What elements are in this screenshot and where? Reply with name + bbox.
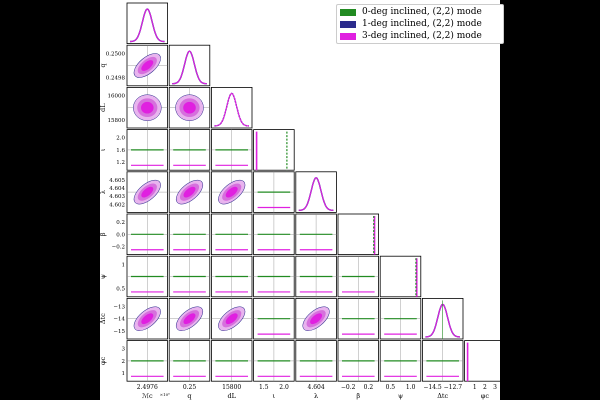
xtick-phic-0: 1: [473, 384, 477, 391]
ytick-psi-0: 1: [122, 262, 126, 268]
contour-inner-Mc-lambda: [141, 186, 154, 198]
ytick-q-1: 0.2498: [106, 76, 126, 82]
xtick-phic-1: 2: [483, 384, 487, 391]
legend-label-1deg: 1-deg inclined, (2,2) mode: [362, 19, 482, 29]
xtick-Dtc-1: −12.7: [444, 384, 463, 391]
ytick-lambda-3: 4.602: [109, 202, 125, 208]
legend-swatch-1deg: [340, 20, 356, 28]
ytick-dL-1: 15800: [108, 118, 126, 124]
contour-inner-lambda-Dtc: [310, 313, 323, 325]
legend-entry-3deg: 3-deg inclined, (2,2) mode: [340, 30, 500, 42]
ytick-Dtc-0: −13: [113, 305, 125, 311]
xtick-psi-0: 0.5: [386, 384, 396, 391]
ytick-beta-0: 0.2: [116, 220, 125, 226]
xtick-i-0: 1.5: [259, 384, 269, 391]
panel-i-i: [253, 129, 295, 171]
ytick-phic-1: 2: [122, 359, 126, 365]
ytick-i-2: 1.2: [116, 160, 125, 166]
xlabel-q: q: [187, 392, 191, 400]
ylabel-beta: β: [100, 232, 107, 236]
marginal-3deg-lambda: [298, 177, 334, 211]
contour-inner-q-lambda: [183, 186, 196, 198]
contour-inner-Mc-dL: [141, 101, 154, 114]
contour-inner-q-dL: [183, 101, 196, 114]
legend-swatch-3deg: [340, 32, 356, 40]
xlabel-beta: β: [356, 392, 360, 400]
xlabel-lambda: λ: [314, 392, 318, 400]
contour-inner-q-Dtc: [183, 313, 196, 325]
corner-plot-figure: 0.25000.2498q1600015800dL2.01.61.2ι4.605…: [100, 0, 504, 400]
legend-label-0deg: 0-deg inclined, (2,2) mode: [362, 7, 482, 17]
ytick-i-0: 2.0: [116, 136, 125, 142]
ylabel-phic: φc: [100, 356, 107, 365]
ylabel-q: q: [100, 63, 107, 67]
panel-phic-phic: [464, 340, 500, 382]
contour-inner-dL-lambda: [225, 186, 238, 198]
xtick-q-0: 0.25: [183, 384, 197, 391]
xtick-phic-2: 3: [493, 384, 497, 391]
ytick-lambda-1: 4.604: [109, 186, 125, 192]
ylabel-i: ι: [100, 148, 107, 151]
xoffset-Mc: ×10⁶: [160, 392, 170, 397]
legend-swatch-0deg: [340, 8, 356, 16]
panel-beta-beta: [337, 213, 379, 255]
ytick-beta-2: −0.2: [112, 244, 125, 250]
ylabel-Dtc: Δtc: [100, 313, 107, 324]
xtick-beta-1: 0.2: [364, 384, 374, 391]
contour-inner-dL-Dtc: [225, 313, 238, 325]
ylabel-psi: ψ: [100, 274, 107, 279]
ytick-Dtc-2: −15: [113, 329, 125, 335]
corner-plot: 0.25000.2498q1600015800dL2.01.61.2ι4.605…: [100, 2, 500, 400]
xlabel-i: ι: [273, 392, 276, 400]
xlabel-Dtc: Δtc: [437, 392, 448, 400]
panel-psi-psi: [379, 255, 422, 298]
ylabel-lambda: λ: [100, 190, 107, 194]
ytick-dL-0: 16000: [108, 94, 126, 100]
marginal-3deg-dL: [214, 92, 249, 127]
xtick-psi-1: 1.0: [406, 384, 416, 391]
xlabel-phic: φc: [481, 392, 490, 400]
ytick-i-1: 1.6: [116, 148, 125, 154]
ytick-q-0: 0.2500: [106, 51, 126, 57]
xlabel-psi: ψ: [398, 392, 403, 400]
ytick-psi-1: 0.5: [116, 287, 125, 293]
marginal-3deg-Mc: [130, 8, 165, 43]
ylabel-dL: dL: [100, 103, 107, 112]
ytick-phic-0: 3: [122, 347, 126, 353]
legend: 0-deg inclined, (2,2) mode 1-deg incline…: [336, 4, 504, 44]
ytick-Dtc-1: −14: [113, 317, 125, 323]
xtick-beta-0: −0.2: [341, 384, 356, 391]
xtick-dL-0: 15800: [222, 384, 241, 391]
xlabel-dL: dL: [227, 392, 236, 400]
xlabel-Mc: ℳc: [142, 392, 153, 400]
marginal-3deg-q: [172, 50, 207, 85]
xtick-Dtc-0: −14.5: [423, 384, 442, 391]
ytick-phic-2: 1: [122, 371, 126, 377]
xtick-i-1: 2.0: [279, 384, 289, 391]
legend-entry-1deg: 1-deg inclined, (2,2) mode: [340, 18, 500, 30]
ytick-beta-1: 0.0: [116, 232, 125, 238]
ytick-lambda-0: 4.605: [109, 178, 125, 184]
legend-entry-0deg: 0-deg inclined, (2,2) mode: [340, 6, 500, 18]
ytick-lambda-2: 4.603: [109, 194, 125, 200]
contour-inner-Mc-q: [141, 60, 154, 71]
contour-inner-Mc-Dtc: [141, 313, 154, 325]
legend-label-3deg: 3-deg inclined, (2,2) mode: [362, 31, 482, 41]
xtick-lambda-0: 4.604: [308, 384, 325, 391]
xtick-Mc-0: 2.4976: [137, 384, 158, 391]
